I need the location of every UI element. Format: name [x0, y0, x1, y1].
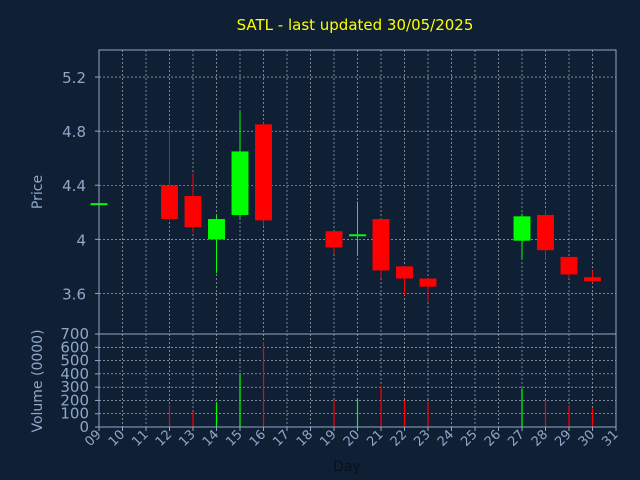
candle-body — [560, 256, 578, 275]
candle-12 — [161, 128, 178, 221]
volume-bar-30 — [591, 408, 594, 427]
candle-body — [349, 234, 366, 237]
x-tick-label: 12 — [153, 427, 175, 449]
x-axis-label: Day — [333, 459, 361, 475]
volume-bar-19 — [333, 400, 335, 427]
candle-27 — [513, 213, 531, 260]
volume-bar-23 — [427, 402, 429, 427]
volume-bar-27 — [521, 388, 523, 427]
price-y-tick-label: 3.6 — [62, 285, 86, 303]
x-tick-label: 30 — [576, 427, 598, 449]
volume-y-tick-label: 100 — [60, 405, 89, 423]
volume-bar-16 — [262, 341, 265, 427]
candle-21 — [372, 219, 390, 279]
x-tick-label: 13 — [176, 427, 198, 449]
volume-bar-14 — [215, 402, 218, 427]
x-tick-label: 31 — [599, 427, 621, 449]
x-tick-label: 24 — [435, 427, 457, 449]
candle-body — [372, 219, 390, 271]
candle-23 — [419, 278, 437, 302]
candle-body — [231, 151, 249, 215]
volume-bar-12 — [168, 405, 171, 427]
volume-y-tick-label: 300 — [60, 378, 89, 396]
volume-y-tick-label: 200 — [60, 391, 89, 409]
price-y-tick-label: 4.4 — [62, 177, 86, 195]
volume-bar-13 — [192, 411, 194, 427]
volume-bar-21 — [380, 385, 382, 427]
volume-bar-22 — [403, 400, 406, 427]
x-tick-label: 27 — [505, 427, 527, 449]
volume-axis-label: Volume (0000) — [30, 329, 46, 432]
volume-y-tick-label: 0 — [79, 418, 89, 436]
candle-body — [161, 185, 178, 220]
x-tick-label: 20 — [341, 427, 363, 449]
volume-bar-15 — [239, 374, 241, 427]
price-y-tick-label: 4 — [76, 231, 86, 249]
volume-y-tick-label: 400 — [60, 365, 89, 383]
x-tick-label: 26 — [482, 427, 504, 449]
x-tick-label: 23 — [411, 427, 433, 449]
candle-29 — [560, 256, 578, 278]
candle-body — [255, 124, 272, 221]
candle-body — [184, 196, 202, 228]
candle-body — [537, 214, 554, 251]
candle-14 — [208, 214, 225, 274]
x-tick-label: 16 — [247, 427, 269, 449]
x-tick-label: 21 — [364, 427, 386, 449]
candle-body — [584, 277, 601, 282]
candle-body — [419, 278, 437, 287]
x-tick-label: 10 — [106, 427, 128, 449]
x-tick-label: 14 — [200, 427, 222, 449]
candle-30 — [584, 270, 601, 283]
x-tick-label: 11 — [129, 427, 151, 449]
candle-body — [513, 216, 531, 241]
candle-body — [208, 219, 225, 240]
candle-28 — [537, 209, 554, 260]
candle-body — [396, 266, 413, 279]
x-tick-label: 28 — [529, 427, 551, 449]
chart-title: SATL - last updated 30/05/2025 — [237, 16, 474, 34]
volume-bar-28 — [544, 400, 547, 427]
volume-bar-29 — [568, 405, 570, 427]
price-y-tick-label: 4.8 — [62, 123, 86, 141]
candle-body — [325, 231, 343, 248]
price-y-tick-label: 5.2 — [62, 69, 86, 87]
volume-y-tick-label: 600 — [60, 338, 89, 356]
price-panel: 5.2 4.8 4.4 4 3.6 — [62, 49, 617, 335]
volume-y-tick-label: 700 — [60, 325, 89, 343]
candle-19 — [325, 231, 343, 255]
candle-22 — [396, 266, 413, 295]
x-tick-label: 25 — [458, 427, 480, 449]
x-tick-label: 22 — [388, 427, 410, 449]
candle-20 — [349, 201, 366, 256]
x-tick-label: 29 — [552, 427, 574, 449]
candle-15 — [231, 112, 249, 218]
x-tick-labels: 09 10 11 12 13 14 15 16 17 18 19 20 21 22 23 24 25 26 27 28… — [82, 427, 622, 450]
volume-bar-20 — [356, 398, 359, 427]
candle-16 — [255, 123, 272, 226]
price-axis-label: Price — [30, 175, 46, 209]
x-tick-label: 17 — [270, 427, 292, 449]
x-tick-label: 19 — [317, 427, 339, 449]
x-tick-label: 18 — [294, 427, 316, 449]
x-tick-label: 15 — [223, 427, 245, 449]
volume-y-tick-label: 500 — [60, 352, 89, 370]
candle-13 — [184, 173, 202, 233]
